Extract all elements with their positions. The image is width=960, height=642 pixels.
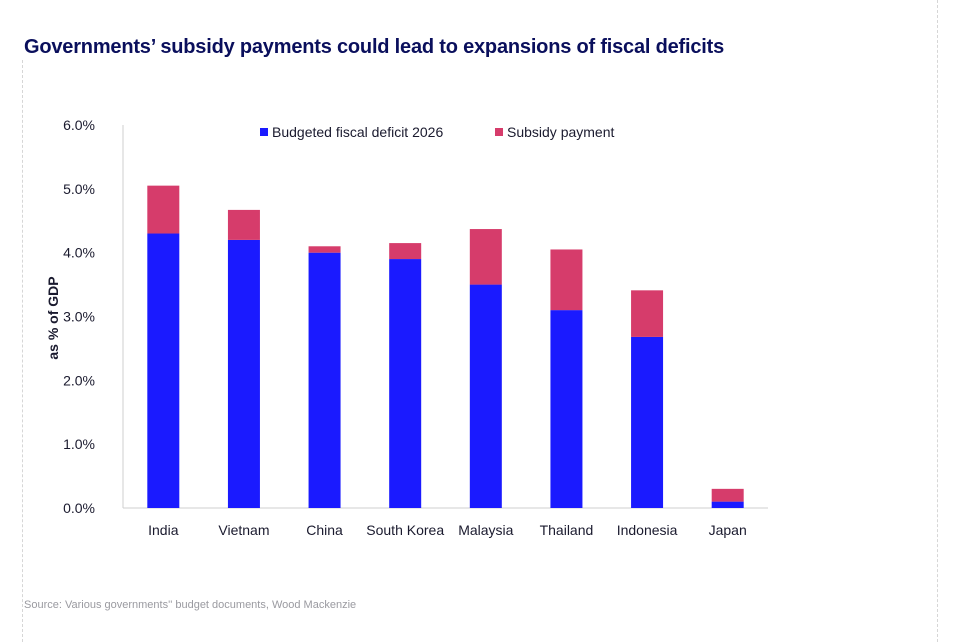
bar-subsidy-payment (389, 243, 422, 260)
y-tick-label: 0.0% (63, 500, 95, 516)
bar-subsidy-payment (227, 209, 260, 240)
x-tick-label: Thailand (540, 522, 594, 538)
bar-budgeted-deficit (631, 336, 664, 508)
bar-budgeted-deficit (147, 233, 180, 508)
y-axis-label: as % of GDP (45, 276, 61, 359)
y-axis-ticks: 0.0% 1.0% 2.0% 3.0% 4.0% 5.0% 6.0% (63, 117, 95, 516)
bar-subsidy-payment (308, 246, 341, 253)
x-tick-label: Vietnam (218, 522, 269, 538)
bar-budgeted-deficit (227, 239, 260, 508)
x-tick-label: India (148, 522, 179, 538)
bar-subsidy-payment (711, 488, 744, 502)
y-tick-label: 1.0% (63, 436, 95, 452)
y-tick-label: 5.0% (63, 181, 95, 197)
legend-label-budgeted: Budgeted fiscal deficit 2026 (272, 124, 443, 140)
bar-budgeted-deficit (469, 284, 502, 508)
bar-subsidy-payment (147, 185, 180, 234)
chart-title: Governments’ subsidy payments could lead… (24, 36, 725, 58)
bar-budgeted-deficit (389, 259, 422, 508)
bar-budgeted-deficit (550, 310, 583, 508)
legend-swatch-subsidy (495, 128, 503, 136)
x-tick-label: China (306, 522, 343, 538)
y-tick-label: 6.0% (63, 117, 95, 133)
x-tick-label: Japan (709, 522, 747, 538)
y-tick-label: 2.0% (63, 372, 95, 388)
x-axis-labels: India Vietnam China South Korea Malaysia Thai… (148, 522, 747, 538)
bar-budgeted-deficit (308, 252, 341, 508)
legend-label-subsidy: Subsidy payment (507, 124, 615, 140)
bar-budgeted-deficit (711, 501, 744, 508)
bars (147, 185, 744, 508)
bar-subsidy-payment (550, 249, 583, 311)
x-tick-label: Malaysia (458, 522, 513, 538)
bar-subsidy-payment (469, 229, 502, 285)
x-tick-label: Indonesia (617, 522, 678, 538)
legend: Budgeted fiscal deficit 2026 Subsidy pay… (260, 124, 615, 140)
bar-subsidy-payment (631, 290, 664, 337)
x-tick-label: South Korea (366, 522, 444, 538)
left-guide-line (22, 60, 23, 642)
legend-swatch-budgeted (260, 128, 268, 136)
y-tick-label: 3.0% (63, 309, 95, 325)
source-note: Source: Various governments'' budget doc… (24, 599, 357, 611)
right-guide-line (937, 0, 938, 642)
y-tick-label: 4.0% (63, 245, 95, 261)
